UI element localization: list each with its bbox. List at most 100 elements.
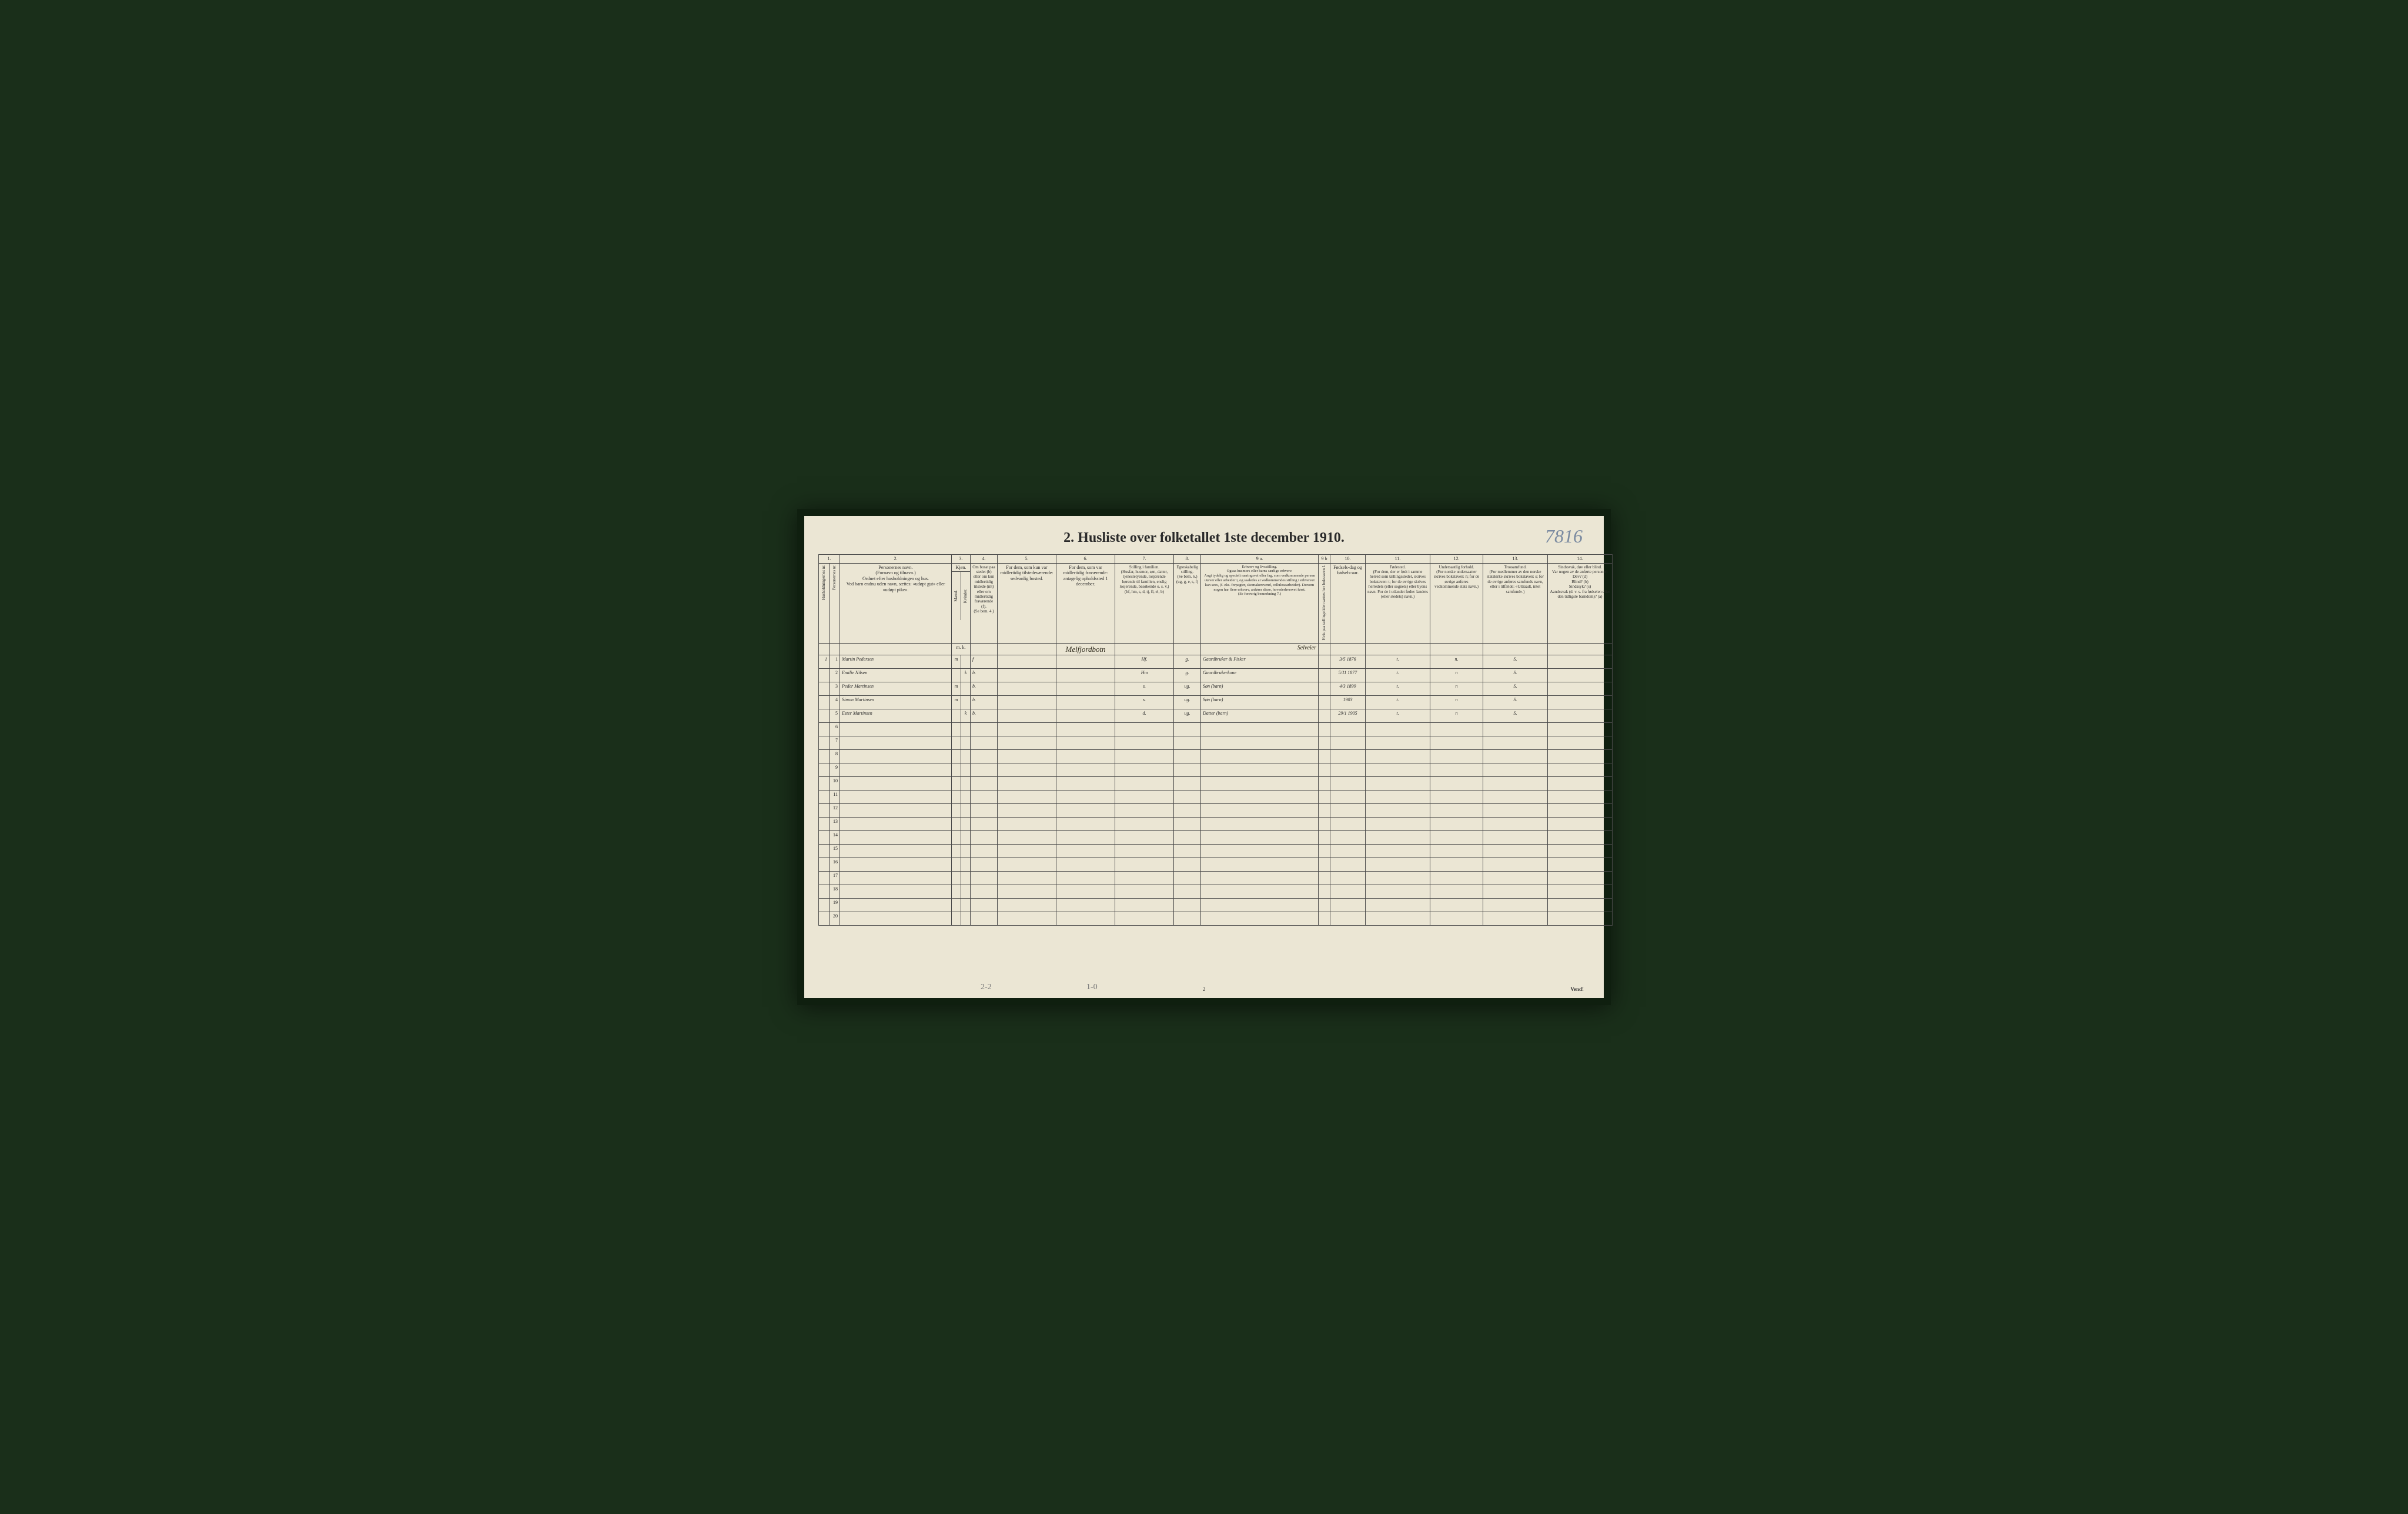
cell-empty: [1201, 736, 1319, 750]
hdr-hh-nr-text: Husholdningernes nr.: [822, 565, 827, 600]
cell-empty: [952, 899, 961, 912]
cell-empty: [1430, 818, 1483, 831]
sh-sex: m. k.: [952, 643, 971, 655]
table-body: 11Martin PedersenmfHf.g.Gaardbruker & Fi…: [819, 655, 1613, 926]
cell-c6: [1056, 696, 1115, 709]
cell-empty: [952, 831, 961, 845]
cell-empty: [1201, 804, 1319, 818]
cell-empty: [971, 777, 998, 791]
cell-empty: [840, 858, 952, 872]
cell-c6: [1056, 682, 1115, 696]
cell-empty: [1319, 858, 1330, 872]
cell-empty: [840, 723, 952, 736]
cell-empty: [998, 723, 1056, 736]
sh-9a: Selveier: [1201, 643, 1319, 655]
cell-dis: [1548, 696, 1613, 709]
cell-empty: [952, 777, 961, 791]
cell-empty: [840, 899, 952, 912]
table-row-empty: 19: [819, 899, 1613, 912]
cell-empty: [952, 818, 961, 831]
cell-pn: 8: [830, 750, 840, 763]
cell-empty: [1319, 872, 1330, 885]
cell-fam: Hf.: [1115, 655, 1174, 669]
cell-empty: [1201, 858, 1319, 872]
cell-c6: [1056, 655, 1115, 669]
cell-res: f: [971, 655, 998, 669]
cell-empty: [1201, 899, 1319, 912]
cell-empty: [1319, 750, 1330, 763]
cell-birth: 29/1 1905: [1330, 709, 1366, 723]
cell-hh: [819, 885, 830, 899]
cell-empty: [1201, 791, 1319, 804]
cell-empty: [1115, 763, 1174, 777]
cell-empty: [961, 736, 971, 750]
cell-empty: [1366, 723, 1430, 736]
cell-pn: 19: [830, 899, 840, 912]
cell-empty: [1366, 885, 1430, 899]
cell-empty: [1330, 831, 1366, 845]
cell-rel: S.: [1483, 655, 1548, 669]
cell-hh: [819, 818, 830, 831]
cell-empty: [1483, 912, 1548, 926]
sh-1b: [830, 643, 840, 655]
foot-vend: Vend!: [1570, 986, 1584, 992]
cell-empty: [952, 763, 961, 777]
cell-empty: [961, 831, 971, 845]
census-table: 1. 2. 3. 4. 5. 6. 7. 8. 9 a. 9 b 10. 11.…: [818, 554, 1613, 926]
cell-empty: [1174, 750, 1201, 763]
cell-empty: [1483, 899, 1548, 912]
cell-empty: [1115, 845, 1174, 858]
cell-sex-k: k: [961, 669, 971, 682]
cell-empty: [1174, 899, 1201, 912]
cell-empty: [1174, 818, 1201, 831]
cell-fam: s.: [1115, 682, 1174, 696]
cell-empty: [998, 818, 1056, 831]
cell-empty: [1319, 899, 1330, 912]
cell-empty: [1201, 912, 1319, 926]
cell-empty: [1330, 723, 1366, 736]
cell-fam: Hm: [1115, 669, 1174, 682]
foot-tally-1: 2-2: [981, 983, 992, 992]
cell-sex-k: [961, 682, 971, 696]
header-row: Husholdningernes nr. Personernes nr. Per…: [819, 563, 1613, 643]
cell-nat: n: [1430, 709, 1483, 723]
cell-pn: 7: [830, 736, 840, 750]
cell-empty: [840, 763, 952, 777]
cell-empty: [961, 763, 971, 777]
cell-empty: [971, 872, 998, 885]
table-head: 1. 2. 3. 4. 5. 6. 7. 8. 9 a. 9 b 10. 11.…: [819, 555, 1613, 655]
cell-empty: [1430, 831, 1483, 845]
cell-fam: d.: [1115, 709, 1174, 723]
cell-empty: [1483, 885, 1548, 899]
hdr-hh-nr: Husholdningernes nr.: [819, 563, 830, 643]
cell-empty: [998, 845, 1056, 858]
cell-hh: [819, 899, 830, 912]
cell-empty: [971, 858, 998, 872]
colnum-10: 10.: [1330, 555, 1366, 564]
cell-empty: [971, 845, 998, 858]
cell-empty: [1430, 885, 1483, 899]
table-row-empty: 7: [819, 736, 1613, 750]
sh-4: [971, 643, 998, 655]
cell-empty: [1483, 777, 1548, 791]
cell-birth: 4/3 1899: [1330, 682, 1366, 696]
cell-empty: [1366, 804, 1430, 818]
foot-page-num: 2: [1203, 986, 1206, 992]
cell-empty: [1174, 912, 1201, 926]
cell-dis: [1548, 669, 1613, 682]
hdr-pers-nr-text: Personernes nr.: [832, 565, 837, 590]
cell-empty: [952, 885, 961, 899]
cell-empty: [1056, 723, 1115, 736]
cell-res: b.: [971, 696, 998, 709]
cell-birth: 5/11 1877: [1330, 669, 1366, 682]
cell-fam: s.: [1115, 696, 1174, 709]
hdr-occupation: Erhverv og livsstilling. Ogsaa husmors e…: [1201, 563, 1319, 643]
cell-occ: Gaardbrukerkone: [1201, 669, 1319, 682]
annot-place: Melfjordbotn: [1065, 645, 1105, 654]
cell-empty: [840, 777, 952, 791]
cell-empty: [1174, 777, 1201, 791]
table-row: 3Peder Martinsenmb.s.ug.Søn (barn)4/3 18…: [819, 682, 1613, 696]
cell-empty: [840, 818, 952, 831]
cell-empty: [1430, 899, 1483, 912]
page-number-handwritten: 7816: [1545, 525, 1583, 547]
